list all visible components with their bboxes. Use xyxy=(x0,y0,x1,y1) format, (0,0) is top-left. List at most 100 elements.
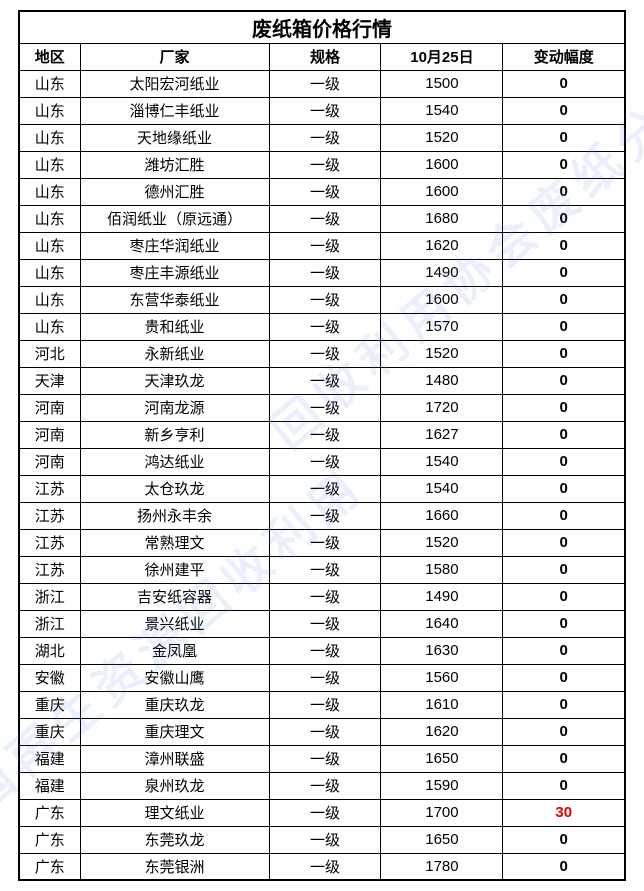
cell-spec: 一级 xyxy=(269,70,381,97)
cell-region: 福建 xyxy=(19,772,80,799)
cell-region: 江苏 xyxy=(19,475,80,502)
cell-region: 山东 xyxy=(19,97,80,124)
cell-region: 河南 xyxy=(19,421,80,448)
cell-region: 山东 xyxy=(19,259,80,286)
cell-price: 1660 xyxy=(381,502,503,529)
cell-region: 重庆 xyxy=(19,718,80,745)
cell-spec: 一级 xyxy=(269,556,381,583)
price-table: 废纸箱价格行情 地区 厂家 规格 10月25日 变动幅度 山东太阳宏河纸业一级1… xyxy=(18,10,626,881)
cell-spec: 一级 xyxy=(269,313,381,340)
cell-price: 1590 xyxy=(381,772,503,799)
cell-price: 1540 xyxy=(381,475,503,502)
cell-change: 0 xyxy=(503,286,625,313)
cell-factory: 金凤凰 xyxy=(80,637,269,664)
table-container: 回收利用协会废纸分会 中国再生资源回收利用 废纸箱价格行情 地区 厂家 规格 1… xyxy=(0,0,644,891)
table-row: 山东佰润纸业（原远通）一级16800 xyxy=(19,205,625,232)
cell-region: 山东 xyxy=(19,205,80,232)
cell-region: 山东 xyxy=(19,151,80,178)
cell-spec: 一级 xyxy=(269,421,381,448)
cell-price: 1680 xyxy=(381,205,503,232)
cell-change: 0 xyxy=(503,448,625,475)
cell-change: 30 xyxy=(503,799,625,826)
cell-price: 1540 xyxy=(381,448,503,475)
cell-change: 0 xyxy=(503,475,625,502)
cell-price: 1720 xyxy=(381,394,503,421)
cell-change: 0 xyxy=(503,772,625,799)
cell-price: 1620 xyxy=(381,232,503,259)
cell-factory: 天地缘纸业 xyxy=(80,124,269,151)
cell-price: 1480 xyxy=(381,367,503,394)
cell-spec: 一级 xyxy=(269,97,381,124)
cell-factory: 太阳宏河纸业 xyxy=(80,70,269,97)
cell-region: 福建 xyxy=(19,745,80,772)
cell-factory: 河南龙源 xyxy=(80,394,269,421)
table-row: 山东德州汇胜一级16000 xyxy=(19,178,625,205)
cell-factory: 枣庄华润纸业 xyxy=(80,232,269,259)
cell-price: 1500 xyxy=(381,70,503,97)
cell-price: 1490 xyxy=(381,259,503,286)
cell-change: 0 xyxy=(503,745,625,772)
cell-factory: 重庆理文 xyxy=(80,718,269,745)
cell-factory: 贵和纸业 xyxy=(80,313,269,340)
cell-change: 0 xyxy=(503,502,625,529)
cell-price: 1490 xyxy=(381,583,503,610)
cell-price: 1630 xyxy=(381,637,503,664)
title-row: 废纸箱价格行情 xyxy=(19,11,625,43)
cell-change: 0 xyxy=(503,259,625,286)
cell-change: 0 xyxy=(503,664,625,691)
header-spec: 规格 xyxy=(269,43,381,70)
cell-spec: 一级 xyxy=(269,178,381,205)
header-row: 地区 厂家 规格 10月25日 变动幅度 xyxy=(19,43,625,70)
cell-factory: 徐州建平 xyxy=(80,556,269,583)
cell-region: 山东 xyxy=(19,124,80,151)
cell-price: 1520 xyxy=(381,124,503,151)
cell-spec: 一级 xyxy=(269,286,381,313)
cell-factory: 扬州永丰余 xyxy=(80,502,269,529)
cell-factory: 重庆玖龙 xyxy=(80,691,269,718)
cell-change: 0 xyxy=(503,205,625,232)
cell-change: 0 xyxy=(503,97,625,124)
cell-spec: 一级 xyxy=(269,745,381,772)
cell-factory: 永新纸业 xyxy=(80,340,269,367)
cell-region: 重庆 xyxy=(19,691,80,718)
table-row: 福建泉州玖龙一级15900 xyxy=(19,772,625,799)
cell-region: 山东 xyxy=(19,70,80,97)
cell-spec: 一级 xyxy=(269,367,381,394)
cell-region: 江苏 xyxy=(19,556,80,583)
table-row: 安徽安徽山鹰一级15600 xyxy=(19,664,625,691)
table-row: 湖北金凤凰一级16300 xyxy=(19,637,625,664)
cell-change: 0 xyxy=(503,340,625,367)
cell-factory: 天津玖龙 xyxy=(80,367,269,394)
cell-factory: 吉安纸容器 xyxy=(80,583,269,610)
cell-spec: 一级 xyxy=(269,205,381,232)
table-row: 山东贵和纸业一级15700 xyxy=(19,313,625,340)
table-row: 山东枣庄华润纸业一级16200 xyxy=(19,232,625,259)
cell-factory: 佰润纸业（原远通） xyxy=(80,205,269,232)
table-row: 天津天津玖龙一级14800 xyxy=(19,367,625,394)
cell-region: 山东 xyxy=(19,178,80,205)
cell-spec: 一级 xyxy=(269,826,381,853)
header-date: 10月25日 xyxy=(381,43,503,70)
cell-spec: 一级 xyxy=(269,151,381,178)
cell-factory: 淄博仁丰纸业 xyxy=(80,97,269,124)
cell-change: 0 xyxy=(503,826,625,853)
cell-factory: 理文纸业 xyxy=(80,799,269,826)
table-row: 河南鸿达纸业一级15400 xyxy=(19,448,625,475)
cell-spec: 一级 xyxy=(269,448,381,475)
cell-price: 1560 xyxy=(381,664,503,691)
cell-change: 0 xyxy=(503,583,625,610)
cell-region: 广东 xyxy=(19,826,80,853)
header-change: 变动幅度 xyxy=(503,43,625,70)
table-row: 江苏扬州永丰余一级16600 xyxy=(19,502,625,529)
cell-spec: 一级 xyxy=(269,637,381,664)
table-row: 河北永新纸业一级15200 xyxy=(19,340,625,367)
cell-price: 1610 xyxy=(381,691,503,718)
cell-factory: 常熟理文 xyxy=(80,529,269,556)
cell-price: 1570 xyxy=(381,313,503,340)
table-row: 广东东莞银洲一级17800 xyxy=(19,853,625,880)
cell-spec: 一级 xyxy=(269,799,381,826)
cell-region: 广东 xyxy=(19,799,80,826)
cell-price: 1650 xyxy=(381,826,503,853)
cell-price: 1520 xyxy=(381,340,503,367)
cell-price: 1627 xyxy=(381,421,503,448)
